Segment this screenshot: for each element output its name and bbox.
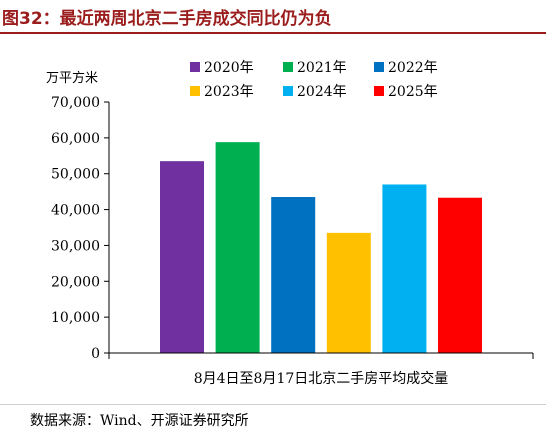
legend-label: 2023年 (204, 84, 254, 100)
legend-swatch (190, 86, 200, 96)
legend-label: 2024年 (297, 84, 347, 100)
title-divider (0, 32, 546, 34)
x-category-label: 8月4日至8月17日北京二手房平均成交量 (194, 370, 449, 387)
legend-label: 2022年 (388, 60, 438, 76)
legend-swatch (283, 86, 293, 96)
bar-2020年 (160, 161, 204, 353)
y-tick-label: 20,000 (51, 274, 100, 290)
source-divider (0, 404, 546, 405)
y-tick-label: 60,000 (51, 131, 100, 147)
y-axis-unit-label: 万平方米 (46, 70, 98, 86)
y-tick-label: 40,000 (51, 203, 100, 219)
legend-swatch (190, 62, 200, 72)
source-note: 数据来源：Wind、开源证券研究所 (30, 413, 249, 429)
y-tick-label: 30,000 (51, 238, 100, 254)
chart-legend: 2020年 2021年 2022年 2023年 2024年 2025年 (190, 60, 438, 100)
legend-label: 2025年 (388, 84, 438, 100)
legend-label: 2021年 (297, 60, 347, 76)
y-tick-label: 0 (91, 346, 100, 362)
bar-series (160, 142, 482, 353)
y-tick-label: 50,000 (51, 167, 100, 183)
bar-2024年 (382, 184, 427, 353)
legend-swatch (374, 86, 384, 96)
legend-swatch (374, 62, 384, 72)
legend-label: 2020年 (204, 60, 254, 76)
bar-2022年 (271, 197, 316, 353)
bar-2023年 (326, 232, 371, 353)
bar-2025年 (438, 197, 482, 353)
y-axis: 0 10,000 20,000 30,000 40,000 50,000 60,000 70,… (51, 95, 110, 362)
chart-title: 图32：最近两周北京二手房成交同比仍为负 (2, 9, 332, 29)
y-tick-label: 10,000 (51, 310, 100, 326)
legend-swatch (283, 62, 293, 72)
x-axis: 8月4日至8月17日北京二手房平均成交量 (108, 352, 534, 387)
bar-2021年 (215, 142, 260, 353)
y-tick-label: 70,000 (51, 95, 100, 111)
